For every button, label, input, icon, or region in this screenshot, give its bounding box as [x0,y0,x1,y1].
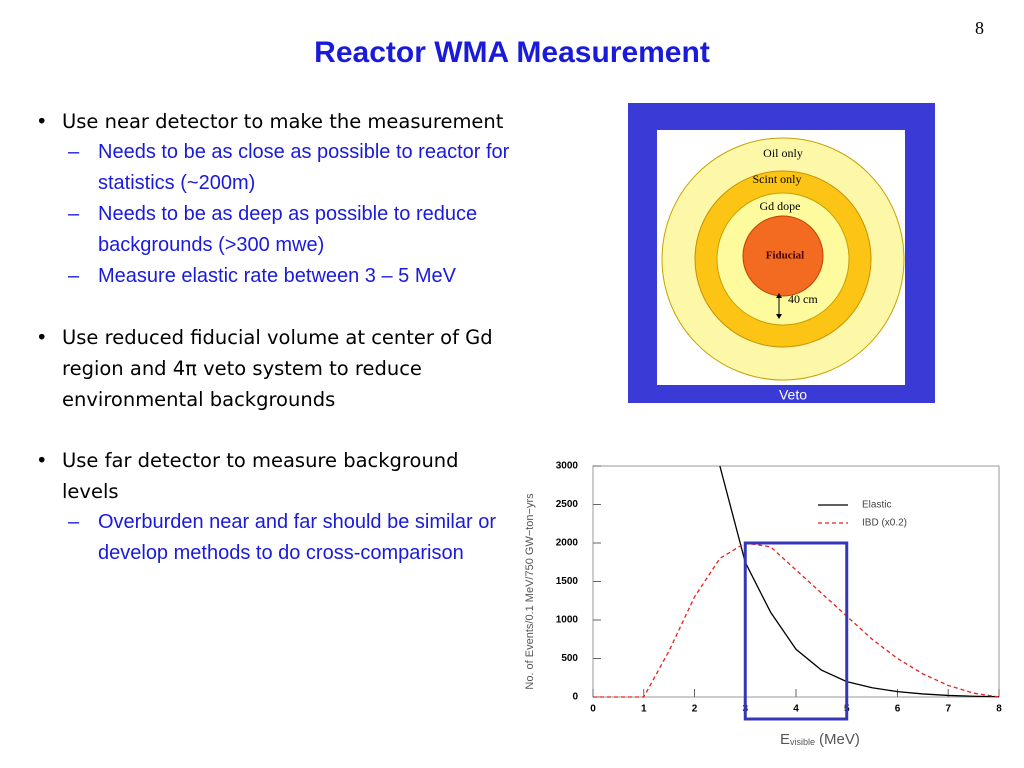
sub-bullet: Needs to be as close as possible to reac… [60,137,510,199]
x-tick-label: 2 [692,704,698,715]
y-tick-label: 1500 [556,576,579,587]
x-tick-label: 4 [793,704,799,715]
series-line [593,542,1000,698]
y-tick-label: 2500 [556,499,579,510]
x-axis-label: Evisible (MeV) [780,731,860,748]
x-tick-label: 8 [996,704,1002,715]
series-line [719,465,1000,698]
sub-bullet: Needs to be as deep as possible to reduc… [60,199,510,261]
bullet: Use reduced fiducial volume at center of… [30,322,510,415]
x-tick-label: 6 [895,704,901,715]
y-axis-label: No. of Events/0.1 MeV/750 GW−ton−yrs [524,493,536,690]
y-tick-label: 2000 [556,538,579,549]
x-tick-label: 0 [590,704,596,715]
bullet-text: Use far detector to measure background l… [62,449,459,503]
diagram-label: Oil only [763,146,803,160]
slide-title: Reactor WMA Measurement [314,36,710,69]
x-axis-label-sub: visible [790,737,815,747]
sub-bullet: Overburden near and far should be simila… [60,507,510,569]
y-tick-label: 1000 [556,615,579,626]
bullet: Use far detector to measure background l… [30,445,510,569]
bullet-list: Use near detector to make the measuremen… [30,106,510,599]
highlight-box [743,541,849,721]
plot-frame [592,465,1000,698]
x-axis-label-main: E [780,731,790,748]
page-number: 8 [975,18,984,38]
x-tick-label: 7 [945,704,951,715]
x-tick-label: 1 [641,704,647,715]
bullet: Use near detector to make the measuremen… [30,106,510,292]
legend-label: IBD (x0.2) [862,518,907,529]
sub-bullet: Measure elastic rate between 3 – 5 MeV [60,261,510,292]
legend-label: Elastic [862,500,891,511]
diagram-label: 40 cm [788,292,818,306]
y-tick-label: 500 [561,653,578,664]
diagram-label: Scint only [752,172,801,186]
y-tick-label: 3000 [556,461,579,472]
x-axis-label-unit: (MeV) [819,731,860,748]
diagram-label: Fiducial [766,250,805,262]
fiducial-region [742,215,824,297]
y-tick-label: 0 [572,692,578,703]
veto-label: Veto [779,387,807,403]
bullet-text: Use reduced fiducial volume at center of… [62,326,493,411]
diagram-label: Gd dope [760,199,801,213]
bullet-text: Use near detector to make the measuremen… [62,110,504,133]
